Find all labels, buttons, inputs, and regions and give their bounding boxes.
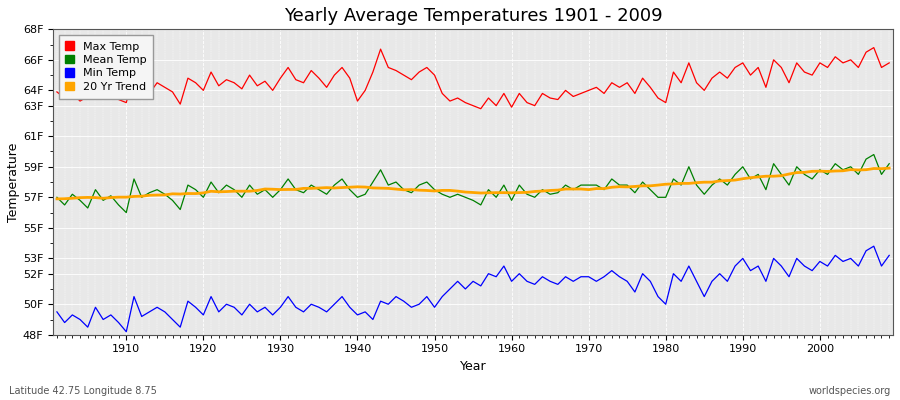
Title: Yearly Average Temperatures 1901 - 2009: Yearly Average Temperatures 1901 - 2009 [284,7,662,25]
Y-axis label: Temperature: Temperature [7,142,20,222]
Text: worldspecies.org: worldspecies.org [809,386,891,396]
Text: Latitude 42.75 Longitude 8.75: Latitude 42.75 Longitude 8.75 [9,386,157,396]
Legend: Max Temp, Mean Temp, Min Temp, 20 Yr Trend: Max Temp, Mean Temp, Min Temp, 20 Yr Tre… [58,35,153,99]
X-axis label: Year: Year [460,360,486,373]
